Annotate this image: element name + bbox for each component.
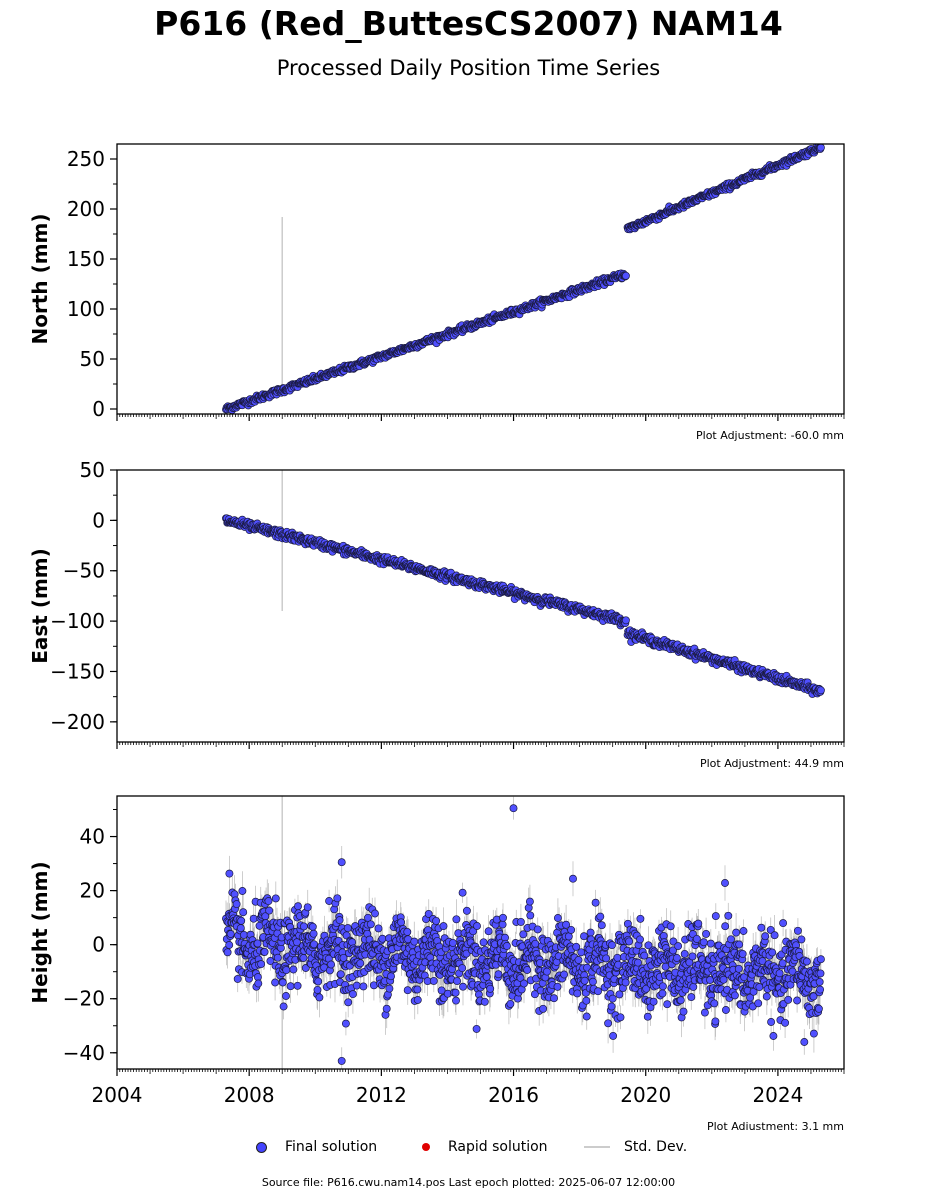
data-point: [264, 897, 273, 906]
data-point: [257, 960, 266, 969]
data-point: [299, 954, 308, 962]
data-point: [278, 978, 287, 987]
data-point: [299, 922, 308, 931]
page-title: P616 (Red_ButtesCS2007) NAM14: [154, 4, 783, 43]
y-tick-label: −200: [50, 710, 105, 734]
data-point: [310, 940, 318, 949]
data-point: [232, 900, 241, 909]
plot-area-3: [222, 796, 825, 1069]
final-solution-points-1: [222, 144, 825, 414]
y-axis-label: North (mm): [28, 213, 52, 344]
y-tick-label: 250: [67, 147, 105, 171]
data-point: [253, 939, 262, 948]
y-tick-label: −50: [63, 559, 105, 583]
data-point: [621, 271, 630, 280]
data-point: [308, 922, 317, 931]
data-point: [303, 903, 312, 912]
final-solution-points-2: [222, 514, 825, 698]
data-point: [260, 947, 269, 956]
data-point: [309, 929, 318, 938]
data-point: [266, 957, 275, 965]
panel-2: −200 −150 −100 −50 0 50 East (mm) Plot Adjustme…: [28, 458, 845, 770]
data-point: [289, 965, 298, 974]
data-point: [273, 953, 282, 962]
y-tick-label: 50: [80, 347, 105, 371]
panel-1: 0 50 100 150 200 250 North (mm) Plot Adjustment…: [28, 143, 845, 442]
y-tick-label: 150: [67, 247, 105, 271]
data-point: [816, 144, 825, 152]
data-point: [293, 981, 302, 990]
plot-adjustment-note: Plot Adjustment: -60.0 mm: [696, 429, 844, 442]
panel-frame: [116, 469, 845, 743]
data-point: [223, 948, 232, 957]
data-point: [279, 1002, 288, 1011]
data-point: [249, 914, 258, 923]
data-point: [236, 924, 245, 933]
data-point: [621, 616, 630, 625]
y-tick-label: −150: [50, 659, 105, 683]
y-tick-label: 50: [80, 458, 105, 482]
data-point: [282, 966, 291, 975]
plot-area-1: [222, 144, 825, 414]
data-point: [239, 908, 248, 917]
page-subtitle: Processed Daily Position Time Series: [276, 56, 661, 80]
data-point: [816, 686, 825, 695]
data-point: [282, 992, 290, 1000]
plot-adjustment-note: Plot Adjustment: 44.9 mm: [700, 757, 844, 770]
final-solution-points-3: [222, 804, 825, 1065]
time-series-chart: 0 50 100 150 200 250 North (mm) Plot Adjustment…: [28, 143, 845, 1130]
data-point: [286, 982, 295, 991]
y-axis-label: East (mm): [28, 548, 52, 664]
y-tick-label: 200: [67, 197, 105, 221]
data-point: [271, 894, 280, 903]
data-point: [226, 930, 235, 938]
y-tick-label: 0: [92, 508, 105, 532]
data-point: [237, 916, 246, 925]
data-point: [233, 974, 242, 983]
data-point: [238, 887, 247, 895]
y-tick-label: −100: [50, 609, 105, 633]
data-point: [294, 902, 302, 911]
data-point: [271, 978, 280, 987]
data-point: [225, 941, 234, 949]
y-tick-label: 100: [67, 297, 105, 321]
data-point: [254, 979, 263, 988]
y-tick-label: 0: [92, 397, 105, 421]
data-point: [265, 906, 274, 915]
plot-area-2: [222, 470, 825, 698]
